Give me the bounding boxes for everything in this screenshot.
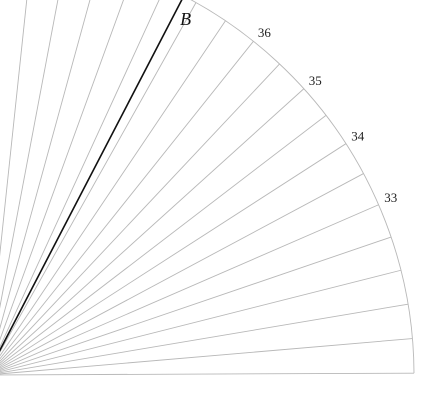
tick-label-36: 36 [258, 25, 272, 40]
protractor-rim-arc [190, 0, 415, 374]
protractor-spoke [0, 2, 197, 353]
protractor-spoke [0, 338, 413, 375]
protractor-spoke [0, 269, 402, 373]
protractor-spoke [0, 20, 226, 357]
protractor-spoke [0, 0, 28, 257]
protractor-spoke [0, 143, 347, 368]
protractor-spoke [0, 63, 280, 362]
protractor-spoke [0, 0, 160, 348]
ray-b-line [0, 0, 183, 352]
protractor-spoke [0, 173, 364, 369]
protractor-spoke [0, 41, 254, 360]
ray-b-label: B [180, 9, 191, 29]
protractor-spoke [0, 204, 379, 370]
protractor-spoke [0, 0, 59, 309]
protractor-spokes [0, 0, 415, 376]
protractor-spoke [0, 303, 409, 374]
protractor-spoke [0, 236, 392, 372]
protractor-spoke [0, 114, 327, 366]
protractor-spoke [0, 88, 305, 364]
protractor-spoke [0, 372, 415, 376]
tick-label-33: 33 [384, 190, 397, 205]
ray-b: B [0, 0, 191, 352]
protractor-spoke [0, 0, 91, 330]
tick-label-35: 35 [309, 73, 322, 88]
protractor-tick-labels: 33 34 35 36 [258, 25, 397, 205]
protractor-spoke [0, 0, 124, 341]
tick-label-34: 34 [351, 129, 365, 144]
protractor-rim [190, 0, 415, 374]
